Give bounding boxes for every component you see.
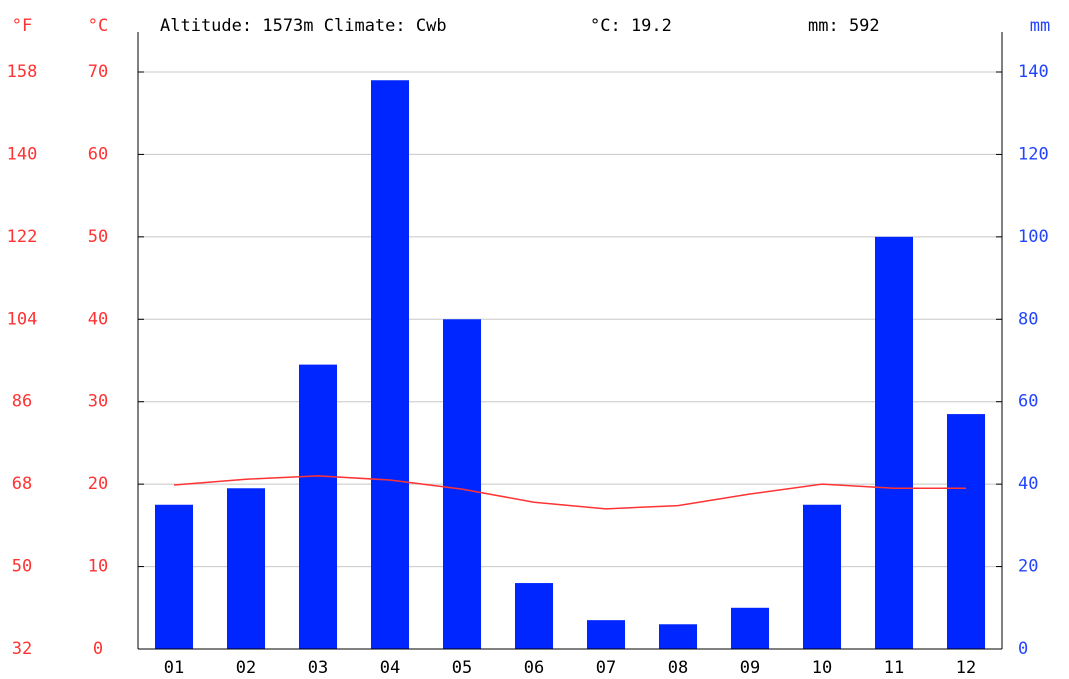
chart-title: Altitude: 1573m Climate: Cwb: [160, 16, 447, 36]
bar: [371, 80, 409, 649]
x-tick-label: 05: [452, 658, 472, 678]
y2-tick-label: 0: [1018, 639, 1028, 659]
y2-tick-label: 100: [1018, 227, 1049, 247]
y3-tick-label: 86: [12, 392, 32, 412]
y-tick-label: 70: [88, 62, 108, 82]
y3-tick-label: 68: [12, 474, 32, 494]
bar: [155, 504, 193, 649]
fahrenheit-axis-label: °F: [12, 16, 32, 36]
y2-tick-label: 20: [1018, 557, 1038, 577]
x-tick-label: 08: [668, 658, 688, 678]
marks: [155, 80, 985, 649]
bar: [587, 620, 625, 649]
y2-tick-label: 80: [1018, 309, 1038, 329]
y3-tick-label: 50: [12, 557, 32, 577]
mean-temperature: °C: 19.2: [590, 16, 672, 36]
y-tick-label: 10: [88, 557, 108, 577]
x-tick-label: 07: [596, 658, 616, 678]
y3-tick-label: 122: [7, 227, 38, 247]
bar: [299, 364, 337, 649]
y-tick-label: 50: [88, 227, 108, 247]
x-tick-label: 01: [164, 658, 184, 678]
x-tick-label: 04: [380, 658, 400, 678]
temperature-line: [173, 475, 966, 510]
total-precipitation: mm: 592: [808, 16, 880, 36]
grid: [138, 71, 1002, 650]
bar: [659, 624, 697, 649]
precip-axis-label: mm: [1030, 16, 1050, 36]
bar: [515, 583, 553, 649]
x-tick-label: 11: [884, 658, 904, 678]
x-tick-label: 06: [524, 658, 544, 678]
y-tick-label: 60: [88, 144, 108, 164]
y2-tick-label: 140: [1018, 62, 1049, 82]
x-tick-label: 09: [740, 658, 760, 678]
bar: [947, 414, 985, 649]
x-tick-label: 03: [308, 658, 328, 678]
celsius-axis-label: °C: [88, 16, 108, 36]
y3-tick-label: 140: [7, 144, 38, 164]
bar: [443, 319, 481, 649]
y-tick-label: 20: [88, 474, 108, 494]
y3-tick-label: 158: [7, 62, 38, 82]
y3-tick-label: 104: [7, 309, 38, 329]
y2-tick-label: 120: [1018, 144, 1049, 164]
y2-tick-label: 60: [1018, 392, 1038, 412]
y-tick-label: 0: [93, 639, 103, 659]
y2-tick-label: 40: [1018, 474, 1038, 494]
x-tick-label: 12: [956, 658, 976, 678]
x-tick-label: 10: [812, 658, 832, 678]
bar: [227, 488, 265, 649]
bar: [803, 504, 841, 649]
y-tick-label: 40: [88, 309, 108, 329]
y-tick-label: 30: [88, 392, 108, 412]
bar: [731, 607, 769, 649]
x-tick-label: 02: [236, 658, 256, 678]
bar: [875, 236, 913, 649]
y3-tick-label: 32: [12, 639, 32, 659]
